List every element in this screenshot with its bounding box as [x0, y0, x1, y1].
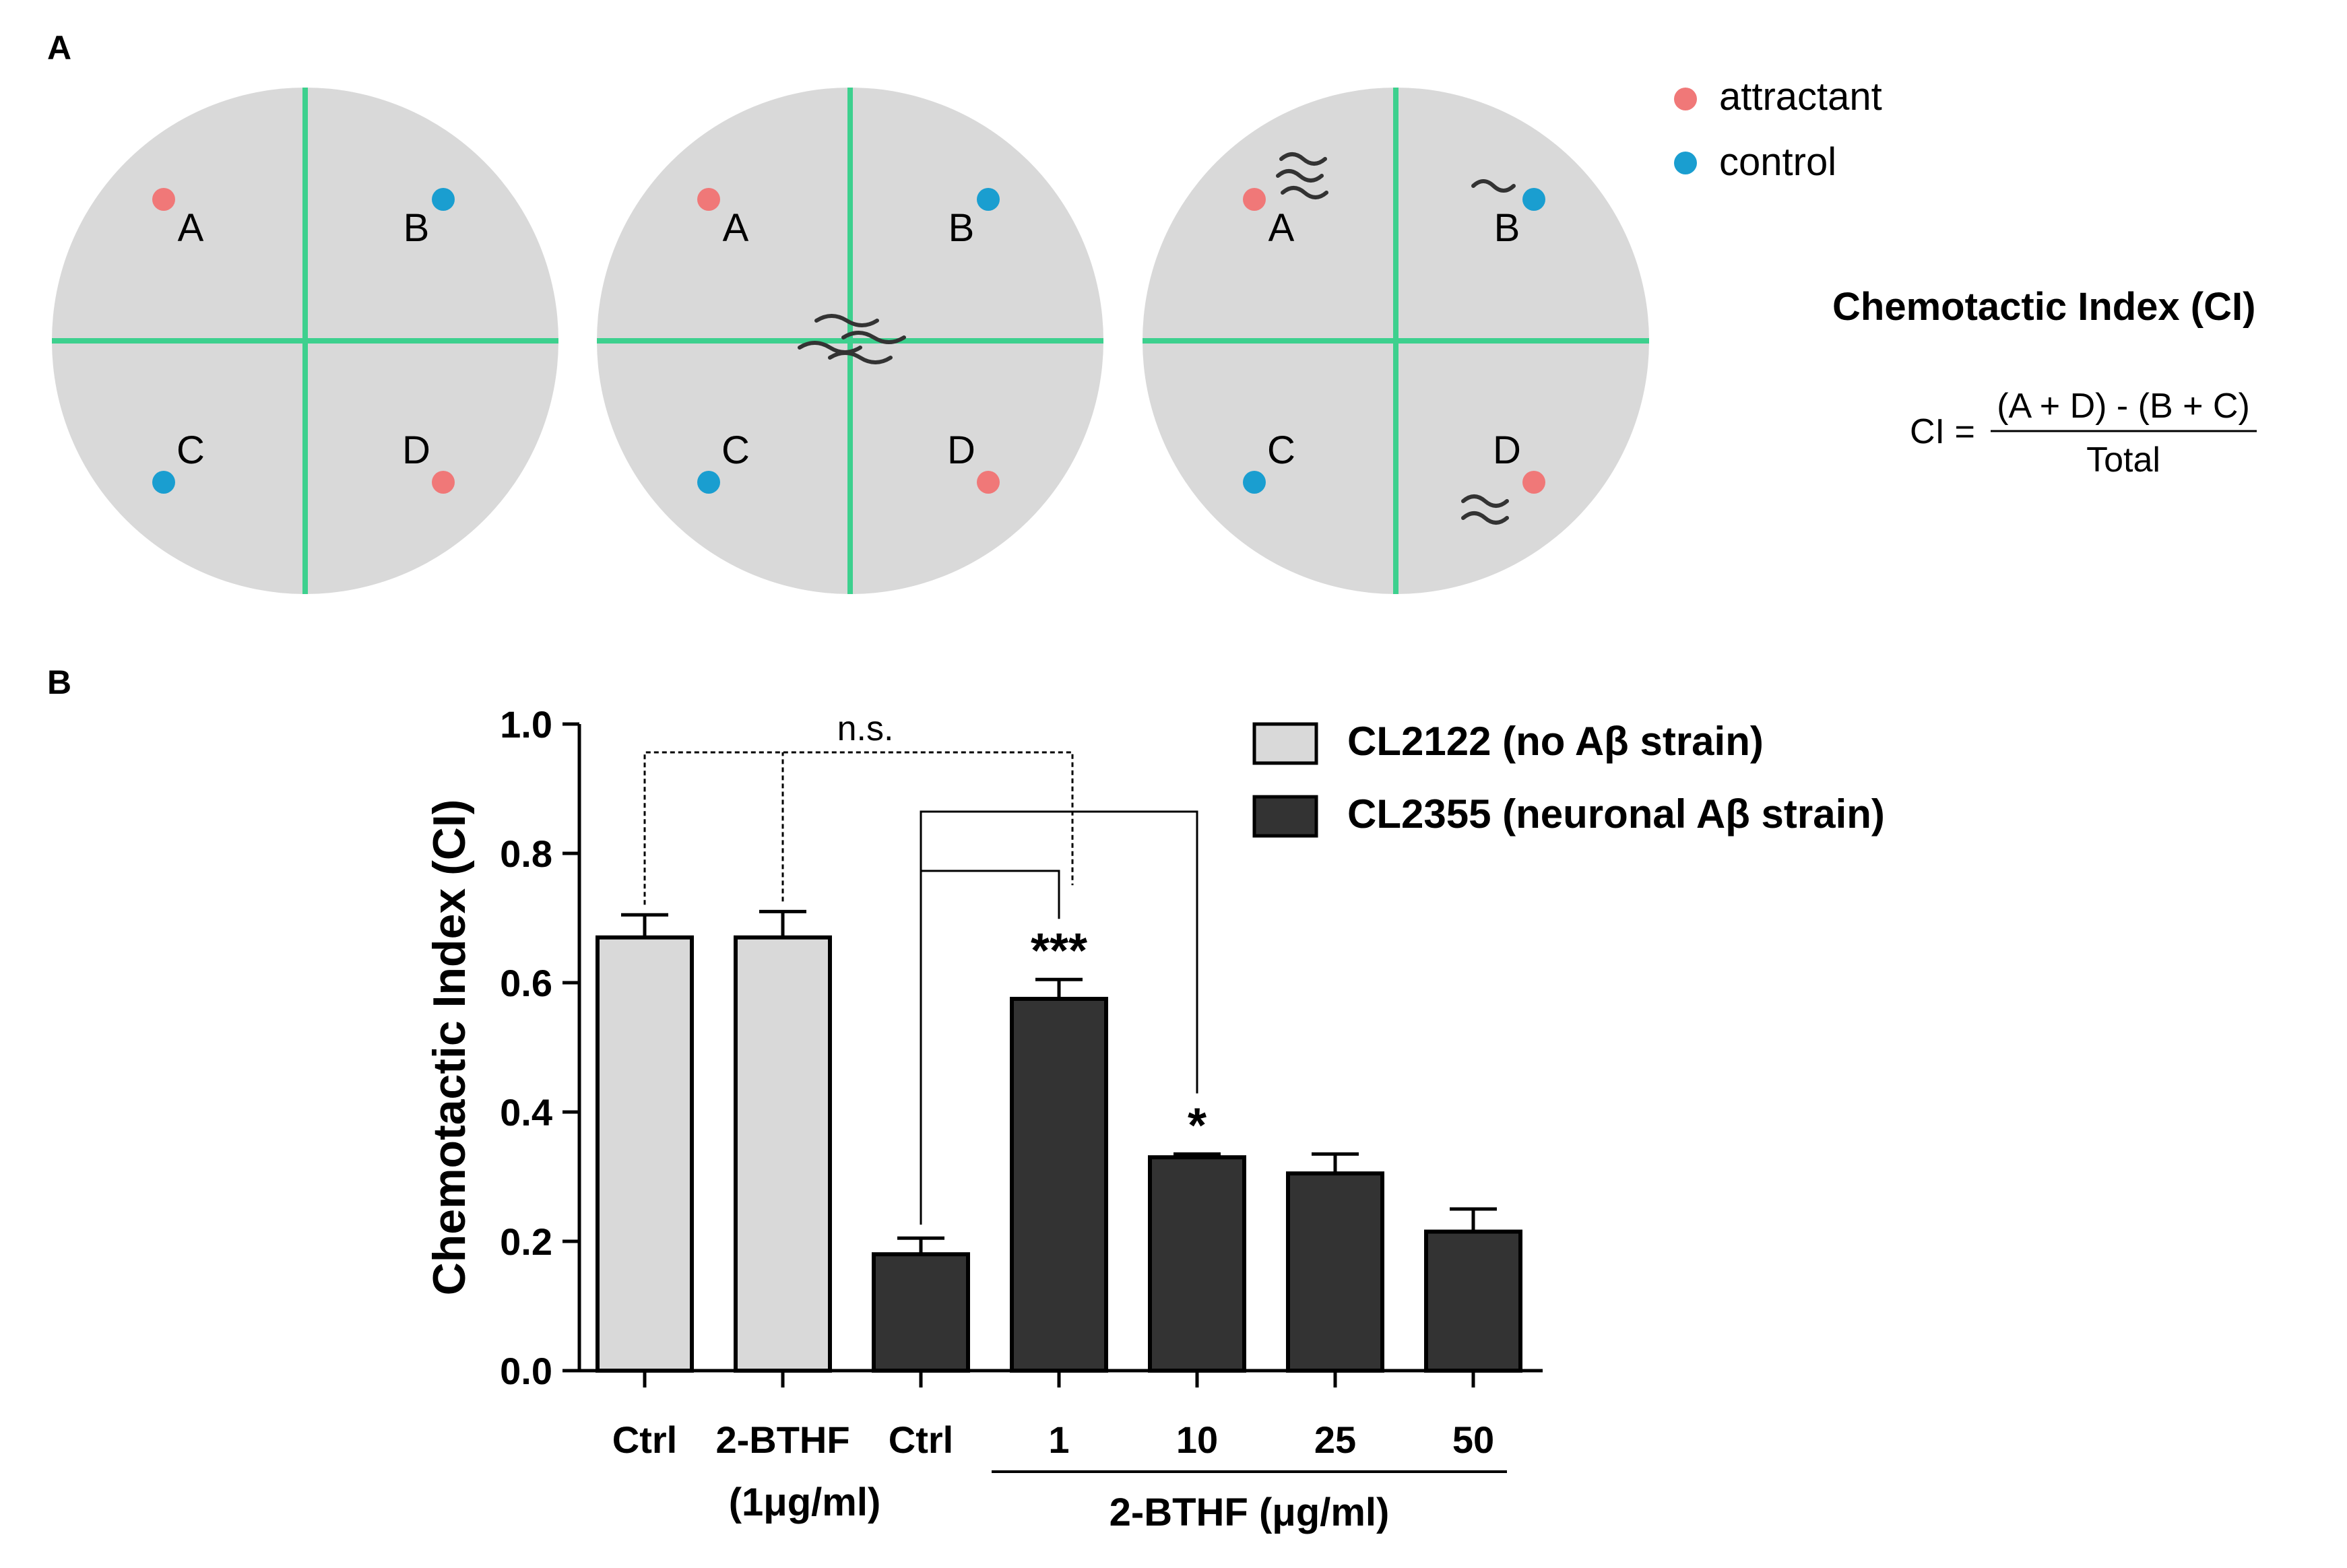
ns-label: n.s. — [837, 709, 894, 748]
x-tick-label: 1 — [1048, 1418, 1069, 1461]
y-axis: 0.0 0.2 0.4 0.6 0.8 1.0 — [500, 703, 581, 1392]
control-spot-icon — [432, 188, 455, 211]
ns-bracket — [643, 751, 1074, 905]
worms-distributed-icon — [1276, 152, 1516, 525]
formula-numerator: (A + D) - (B + C) — [1997, 387, 2250, 426]
assay-dish-1: A B C D — [52, 88, 558, 594]
x-tick-label: 10 — [1176, 1418, 1218, 1461]
quadrant-label-c: C — [721, 428, 750, 472]
worms-center-icon — [798, 314, 906, 364]
x-axis: Ctrl 2-BTHF Ctrl 1 10 25 50 — [579, 1369, 1543, 1461]
worm-icon — [841, 331, 906, 344]
formula-lhs: CI = — [1910, 412, 1975, 451]
worm-icon — [1461, 511, 1509, 525]
bar-5 — [1148, 1155, 1246, 1373]
y-tick-label: 0.2 — [500, 1220, 552, 1263]
chart-legend: CL2122 (no Aβ strain) CL2355 (neuronal Aβ… — [1252, 719, 1885, 838]
quadrant-label-d: D — [947, 428, 975, 472]
quadrant-label-d: D — [1493, 428, 1521, 472]
significance-label: *** — [1031, 924, 1087, 978]
legend-swatch — [1252, 795, 1318, 838]
comparison-bracket-10 — [920, 810, 1198, 1225]
control-spot-icon — [697, 471, 720, 494]
bar-chart: Chemotactic Index (CI) 0.0 0.2 0.4 0.6 0.8 1.… — [424, 703, 1885, 1534]
worm-icon — [1461, 494, 1509, 508]
control-spot-icon — [1243, 471, 1266, 494]
worm-icon — [1471, 179, 1516, 193]
quadrant-label-c: C — [176, 428, 205, 472]
quadrant-label-d: D — [402, 428, 430, 472]
bar-3 — [872, 1252, 970, 1373]
panel-a-label: A — [47, 29, 71, 67]
attractant-spot-icon — [152, 188, 175, 211]
attractant-spot-icon — [432, 471, 455, 494]
legend-entry: CL2122 (no Aβ strain) — [1347, 719, 1764, 764]
quadrant-label-c: C — [1267, 428, 1295, 472]
panel-a-legend: attractant control — [1674, 75, 1882, 184]
formula-denominator: Total — [2086, 440, 2160, 480]
bar-4 — [1010, 997, 1108, 1373]
y-tick-label: 0.8 — [500, 832, 552, 875]
legend-control-label: control — [1719, 140, 1836, 184]
bar-6 — [1286, 1171, 1384, 1373]
x-tick-label: Ctrl — [889, 1418, 953, 1461]
y-tick-label: 0.4 — [500, 1091, 552, 1134]
control-spot-icon — [977, 188, 1000, 211]
x-tick-label: 50 — [1452, 1418, 1494, 1461]
attractant-dot-icon — [1674, 88, 1697, 110]
formula-title: Chemotactic Index (CI) — [1832, 285, 2255, 329]
assay-dishes: A B C D A B C D A B C D — [52, 88, 1649, 594]
assay-dish-3: A B C D — [1143, 88, 1649, 594]
control-dot-icon — [1674, 152, 1697, 174]
quadrant-label-a: A — [723, 206, 749, 250]
bar-7 — [1424, 1229, 1522, 1373]
comparison-bracket-1 — [921, 870, 1060, 919]
worm-icon — [798, 341, 862, 354]
concentration-sub-label: (1μg/ml) — [729, 1480, 881, 1524]
quadrant-label-b: B — [1494, 206, 1520, 250]
ci-formula: Chemotactic Index (CI) CI = (A + D) - (B… — [1832, 285, 2257, 480]
worm-icon — [814, 314, 879, 327]
control-spot-icon — [152, 471, 175, 494]
legend-entry: CL2355 (neuronal Aβ strain) — [1347, 791, 1885, 837]
bar-1 — [596, 935, 694, 1373]
panel-b-label: B — [47, 663, 71, 701]
x-tick-label: Ctrl — [612, 1418, 677, 1461]
quadrant-label-b: B — [404, 206, 430, 250]
assay-dish-2: A B C D — [597, 88, 1103, 594]
worm-icon — [1281, 186, 1328, 199]
x-tick-label: 2-BTHF — [715, 1418, 849, 1461]
y-axis-label: Chemotactic Index (CI) — [424, 799, 475, 1296]
legend-swatch — [1252, 722, 1318, 765]
y-tick-label: 0.0 — [500, 1350, 552, 1392]
worm-icon — [828, 351, 893, 364]
y-tick-label: 0.6 — [500, 962, 552, 1004]
legend-attractant-label: attractant — [1719, 75, 1882, 119]
worm-icon — [1279, 152, 1327, 166]
quadrant-label-b: B — [949, 206, 975, 250]
quadrant-label-a: A — [178, 206, 204, 250]
attractant-spot-icon — [697, 188, 720, 211]
attractant-spot-icon — [977, 471, 1000, 494]
control-spot-icon — [1522, 188, 1545, 211]
worm-icon — [1276, 169, 1324, 183]
significance-brackets — [643, 751, 1198, 1225]
quadrant-label-a: A — [1268, 206, 1295, 250]
group-label: 2-BTHF (μg/ml) — [1110, 1491, 1390, 1534]
x-tick-label: 25 — [1314, 1418, 1356, 1461]
bar-2 — [734, 935, 832, 1373]
attractant-spot-icon — [1243, 188, 1266, 211]
y-tick-label: 1.0 — [500, 703, 552, 746]
significance-label: * — [1188, 1099, 1207, 1152]
bars: **** — [596, 909, 1522, 1373]
attractant-spot-icon — [1522, 471, 1545, 494]
